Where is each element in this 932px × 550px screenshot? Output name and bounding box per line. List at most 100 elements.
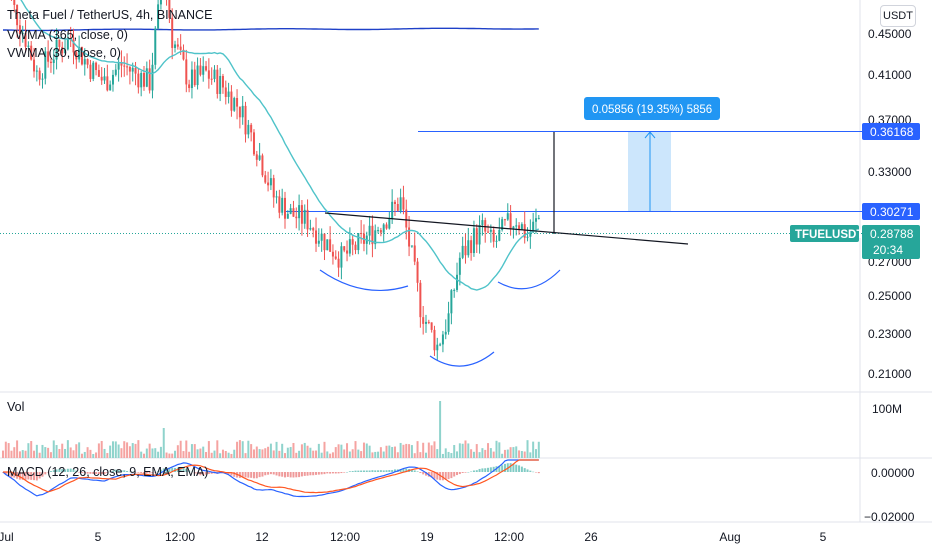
candle-body	[97, 70, 100, 77]
macd-histogram-bar	[509, 463, 512, 472]
volume-bar	[106, 453, 109, 458]
volume-bar	[520, 451, 523, 458]
neckline-price-badge[interactable]: 0.30271	[862, 203, 920, 220]
macd-histogram-bar	[447, 472, 450, 480]
volume-bar	[86, 447, 89, 458]
volume-bar	[78, 442, 81, 458]
macd-histogram-bar	[472, 470, 475, 472]
candle-body	[264, 175, 267, 183]
macd-histogram-bar	[331, 472, 334, 474]
symbol-title[interactable]: Theta Fuel / TetherUS, 4h, BINANCE	[7, 8, 213, 22]
macd-histogram-bar	[512, 463, 515, 472]
candle-body	[484, 220, 487, 232]
volume-bar	[227, 452, 230, 458]
volume-bar	[501, 453, 504, 458]
volume-bar	[123, 441, 126, 458]
candle-body	[348, 239, 351, 254]
macd-histogram-bar	[430, 472, 433, 478]
macd-histogram-bar	[289, 472, 292, 478]
macd-histogram-bar	[69, 468, 72, 472]
candle-body	[230, 91, 233, 111]
volume-bar	[478, 452, 481, 458]
volume-bar	[495, 440, 498, 458]
volume-bar	[89, 449, 92, 458]
candle-body	[213, 69, 216, 80]
volume-bar	[306, 445, 309, 458]
candle-body	[391, 201, 394, 219]
macd-histogram-bar	[444, 472, 447, 480]
volume-bar	[219, 453, 222, 458]
volume-bar	[97, 443, 100, 458]
macd-histogram-bar	[154, 472, 157, 473]
volume-bar	[456, 451, 459, 458]
candle-body	[354, 244, 357, 251]
left-shoulder-arc	[319, 269, 409, 292]
candle-body	[250, 124, 253, 133]
candle-body	[492, 229, 495, 242]
macd-tick: 0.00000	[871, 466, 915, 480]
volume-bar	[360, 451, 363, 458]
measure-tool[interactable]	[628, 131, 671, 211]
currency-button[interactable]: USDT	[880, 5, 916, 27]
volume-bar	[351, 449, 354, 458]
target-price-badge[interactable]: 0.36168	[862, 123, 920, 140]
macd-histogram-bar	[413, 470, 416, 472]
volume-bar	[64, 448, 67, 458]
candle-body	[182, 49, 185, 60]
volume-bar	[357, 449, 360, 458]
volume-bar	[340, 444, 343, 458]
macd-histogram-bar	[441, 472, 444, 481]
pattern-drawings[interactable]	[319, 132, 689, 367]
volume-bar	[346, 443, 349, 458]
volume-bar	[430, 445, 433, 458]
candle-body	[532, 221, 535, 233]
volume-bar	[498, 442, 501, 458]
candle-body	[18, 25, 21, 34]
macd-histogram-bar	[354, 470, 357, 472]
macd-histogram-bar	[52, 470, 55, 472]
volume-legend[interactable]: Vol	[7, 400, 25, 414]
macd-histogram-bar	[391, 469, 394, 472]
macd-legend[interactable]: MACD (12, 26, close, 9, EMA, EMA)	[7, 465, 209, 479]
volume-bar	[343, 449, 346, 458]
candle-body	[495, 240, 498, 242]
volume-bars	[2, 401, 540, 458]
volume-bar	[128, 446, 131, 458]
time-axis[interactable]: Jul 5 12:00 12 12:00 19 12:00 26 Aug 5	[0, 530, 827, 544]
volume-bar	[326, 451, 329, 458]
volume-bar	[532, 441, 535, 458]
macd-histogram-bar	[27, 472, 30, 480]
macd-histogram-bar	[492, 466, 495, 472]
time-tick: 5	[95, 530, 102, 544]
macd-histogram-bar	[402, 468, 405, 472]
macd-histogram-bar	[520, 466, 523, 472]
candle-body	[252, 132, 255, 155]
macd-histogram-bar	[114, 469, 117, 472]
candle-body	[371, 225, 374, 245]
macd-histogram-bar	[374, 470, 377, 472]
macd-histogram-bar	[196, 472, 199, 475]
candle-body	[47, 51, 50, 62]
macd-histogram-bar	[21, 472, 24, 480]
volume-bar	[334, 447, 337, 458]
last-price-badge[interactable]: TFUELUSDT 0.28788 20:34	[790, 225, 920, 259]
candle-body	[157, 4, 160, 29]
candle-body	[128, 66, 131, 72]
macd-histogram-bar	[529, 470, 532, 472]
candle-body	[13, 0, 16, 5]
candle-body	[61, 46, 64, 54]
macd-histogram-bar	[247, 472, 250, 478]
measure-tooltip[interactable]: 0.05856 (19.35%) 5856	[584, 97, 720, 120]
vwma-30-legend[interactable]: VWMA (30, close, 0)	[7, 46, 121, 60]
volume-bar	[329, 453, 332, 458]
price-axis[interactable]: 0.45000 0.41000 0.37000 0.33000 0.27000 …	[864, 27, 915, 524]
macd-histogram-bar	[233, 472, 236, 477]
candle-body	[523, 224, 526, 238]
volume-bar	[450, 453, 453, 458]
vwma-365-legend[interactable]: VWMA (365, close, 0)	[7, 28, 128, 42]
candle-body	[467, 240, 470, 256]
candle-body	[295, 216, 298, 219]
horizontal-levels[interactable]	[0, 131, 862, 234]
candle-body	[470, 240, 473, 254]
